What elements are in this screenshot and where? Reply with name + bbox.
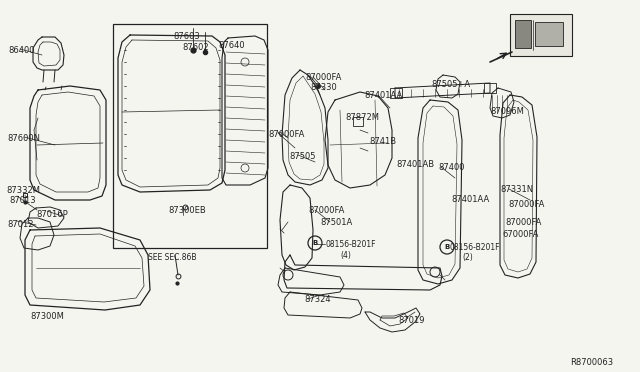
Text: B: B (444, 244, 450, 250)
Text: 87400: 87400 (438, 163, 465, 172)
Text: 87012: 87012 (7, 220, 33, 229)
Text: 87331N: 87331N (500, 185, 533, 194)
Text: R8700063: R8700063 (570, 358, 613, 367)
Text: 87600N: 87600N (7, 134, 40, 143)
Text: 87872M: 87872M (345, 113, 379, 122)
Text: 87401AA: 87401AA (364, 91, 403, 100)
Text: 87016P: 87016P (36, 210, 68, 219)
Text: 87332M: 87332M (6, 186, 40, 195)
Text: 87324: 87324 (304, 295, 331, 304)
Bar (535, 22, 563, 46)
Text: 87330: 87330 (310, 83, 337, 92)
Text: 87505+A: 87505+A (431, 80, 470, 89)
Text: 86400: 86400 (8, 46, 35, 55)
Bar (353, 117, 363, 126)
Text: 87000FA: 87000FA (268, 130, 305, 139)
Text: 87019: 87019 (398, 316, 424, 325)
Bar (515, 20, 531, 48)
Text: 87000FA: 87000FA (508, 200, 545, 209)
Text: 87603: 87603 (173, 32, 200, 41)
Text: 87300EB: 87300EB (168, 206, 205, 215)
Bar (113, 24, 267, 248)
Text: 8741B: 8741B (369, 137, 396, 146)
Text: 87602: 87602 (182, 43, 209, 52)
Text: 08156-B201F: 08156-B201F (450, 243, 500, 252)
Text: (2): (2) (462, 253, 473, 262)
Text: 87096M: 87096M (490, 107, 524, 116)
Bar (510, 14, 572, 56)
Text: 87401AB: 87401AB (396, 160, 434, 169)
Text: 87501A: 87501A (320, 218, 352, 227)
Text: 87013: 87013 (9, 196, 36, 205)
Text: 08156-B201F: 08156-B201F (325, 240, 376, 249)
Text: 87000FA: 87000FA (305, 73, 341, 82)
Text: B: B (312, 240, 317, 246)
Text: 87640: 87640 (218, 41, 244, 50)
Text: 87300M: 87300M (30, 312, 64, 321)
Text: (4): (4) (340, 251, 351, 260)
Bar (390, 88, 402, 98)
Text: 87000FA: 87000FA (308, 206, 344, 215)
Text: 67000FA: 67000FA (502, 230, 538, 239)
Text: 87505: 87505 (289, 152, 316, 161)
Text: 87000FA: 87000FA (505, 218, 541, 227)
Text: SEE SEC.86B: SEE SEC.86B (148, 253, 196, 262)
Bar (484, 83, 496, 93)
Text: 87401AA: 87401AA (451, 195, 489, 204)
